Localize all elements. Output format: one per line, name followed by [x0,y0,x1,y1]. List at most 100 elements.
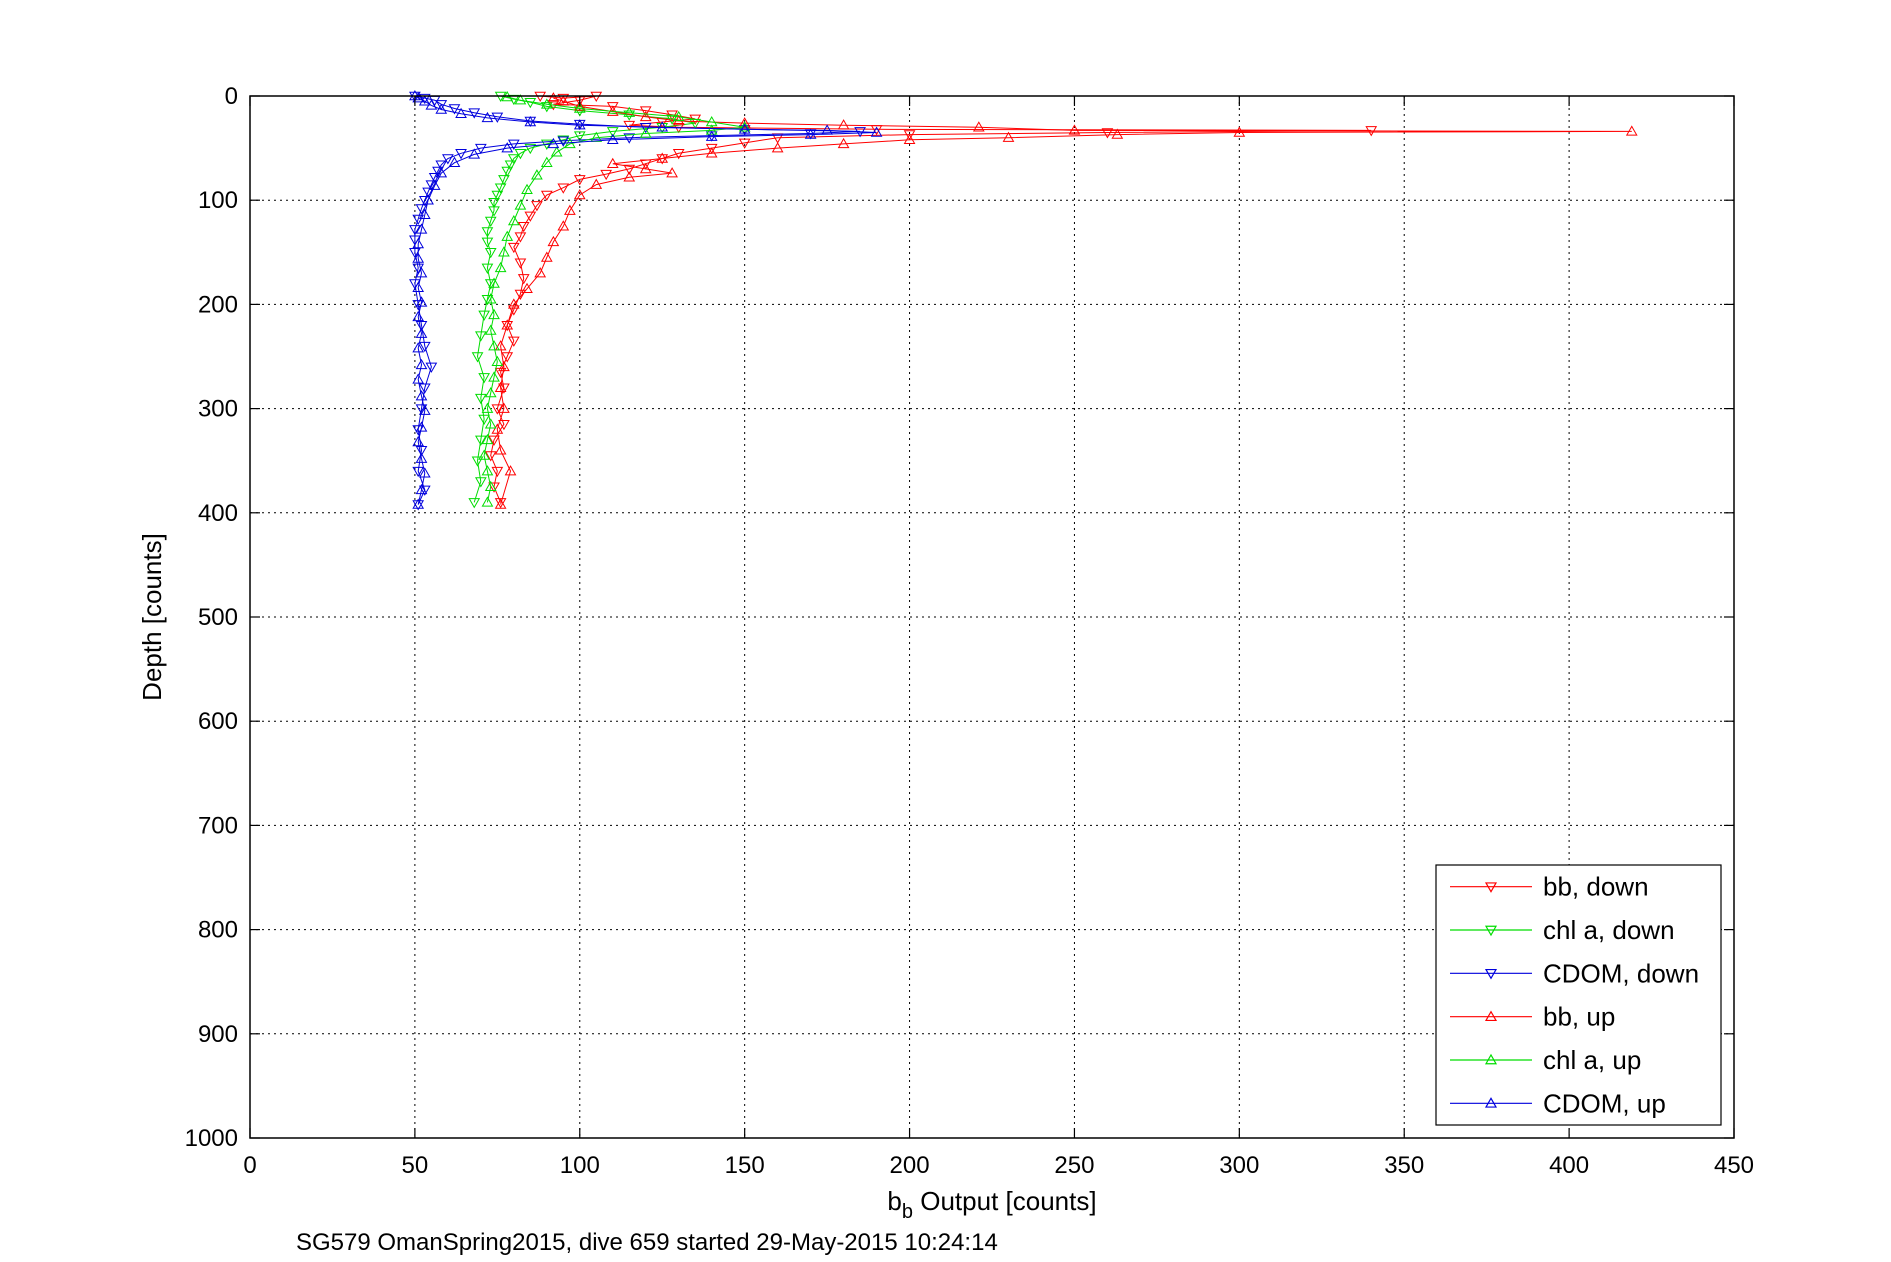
data-point-marker [501,142,514,153]
data-point-marker [412,500,425,511]
x-tick-label: 300 [1219,1152,1259,1179]
data-point-marker [524,116,537,127]
data-point-marker [606,157,619,168]
data-point-marker [666,167,678,178]
data-point-marker [623,110,636,121]
data-point-marker [418,467,431,478]
legend-entry: CDOM, down [1450,958,1699,988]
x-tick-label: 200 [890,1152,930,1179]
x-tick-label: 150 [725,1152,765,1179]
data-point-marker [484,324,497,335]
data-point-marker [1111,128,1124,139]
data-point-marker [514,258,527,269]
data-point-marker [870,126,883,137]
data-point-marker [481,227,494,238]
data-point-marker [557,183,570,194]
data-point-marker [623,133,636,144]
data-point-marker [524,211,537,222]
data-point-marker [455,149,467,160]
data-point-marker [1233,126,1246,137]
data-point-marker [514,289,527,300]
data-point-marker [547,137,560,149]
data-point-marker [573,131,586,142]
data-point-marker [474,143,487,155]
data-point-marker [804,128,817,139]
data-point-marker [498,360,510,372]
data-point-marker [488,206,500,217]
chart-caption: SG579 OmanSpring2015, dive 659 started 2… [296,1229,998,1256]
data-point-marker [409,225,421,236]
data-point-marker [418,341,431,353]
x-tick-label: 350 [1384,1152,1424,1179]
data-point-marker [425,362,438,373]
legend-swatch-marker [1484,1010,1498,1022]
data-point-marker [488,371,500,382]
data-point-marker [455,107,467,118]
data-point-marker [498,419,510,431]
y-tick-label: 500 [198,604,238,631]
y-tick-label: 200 [198,291,238,318]
data-point-marker [422,194,434,205]
data-point-marker [498,246,510,257]
y-tick-label: 400 [198,500,238,527]
data-point-marker [623,106,636,117]
data-point-marker [481,496,494,507]
data-point-marker [468,108,481,119]
data-point-marker [524,98,537,109]
x-tick-label: 50 [402,1152,429,1179]
data-point-marker [501,320,514,332]
y-tick-label: 800 [198,917,238,944]
data-point-marker [415,452,428,463]
data-point-marker [412,342,425,353]
data-point-marker [672,110,685,122]
data-point-marker [412,252,425,263]
legend-label: chl a, up [1543,1045,1641,1075]
data-point-marker [738,121,751,132]
data-point-marker [412,498,425,509]
data-point-marker [507,139,520,150]
data-point-marker [501,319,514,330]
data-point-marker [507,154,520,165]
y-tick-label: 600 [198,708,238,735]
legend-entry: CDOM, up [1450,1088,1666,1118]
data-point-marker [837,119,850,130]
data-point-marker [478,449,491,460]
data-point-marker [481,402,494,413]
legend-swatch-marker [1484,882,1498,893]
data-point-marker [484,386,497,398]
data-point-marker [623,171,636,182]
x-axis-title: bb Output [counts] [887,1186,1096,1223]
data-point-marker [418,485,431,496]
data-point-marker [547,235,560,247]
data-point-marker [1625,125,1638,136]
data-point-marker [639,123,652,134]
data-point-marker [474,331,487,342]
legend-label: CDOM, up [1543,1088,1666,1118]
data-point-marker [484,451,497,462]
data-point-marker [514,232,527,243]
data-point-marker [425,180,438,191]
x-tick-label: 450 [1714,1152,1754,1179]
data-point-marker [573,102,586,113]
data-point-marker [821,124,833,135]
data-point-marker [531,169,543,180]
data-point-marker [705,116,718,127]
data-point-marker [415,327,428,338]
legend-label: bb, down [1543,872,1649,902]
data-point-marker [432,166,444,178]
series-line [483,96,745,503]
data-point-marker [412,214,425,225]
data-point-marker [412,435,425,447]
data-point-marker [550,146,563,157]
data-point-marker [531,201,543,212]
data-point-marker [418,208,431,220]
data-point-marker [705,124,718,135]
data-point-marker [540,251,553,262]
data-point-marker [507,215,520,226]
data-point-marker [488,198,500,209]
data-point-marker [428,173,441,184]
legend-swatch-marker [1484,925,1498,937]
data-point-marker [491,355,504,366]
data-point-marker [491,404,504,415]
x-tick-label: 400 [1549,1152,1589,1179]
